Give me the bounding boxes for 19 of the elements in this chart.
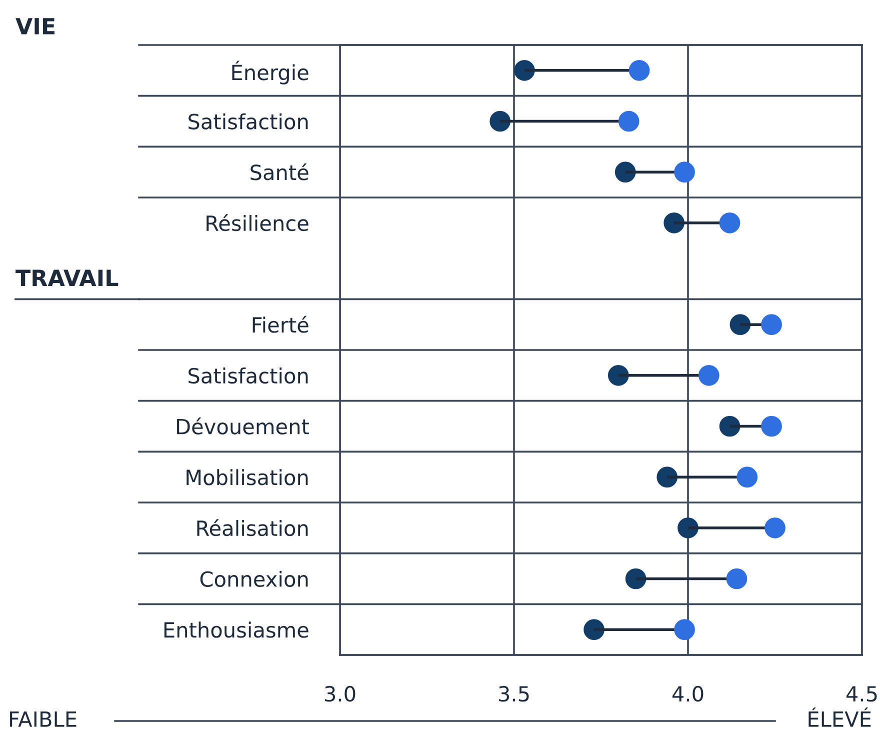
y-tick-label: Satisfaction: [188, 368, 308, 384]
x-tick-label: 3.5: [499, 686, 529, 702]
y-tick-label: Fierté: [252, 316, 308, 333]
y-tick-label: Dévouement: [177, 418, 309, 434]
y-tick-label: Résilience: [206, 214, 308, 232]
y-tick-label: Connexion: [200, 570, 308, 587]
y-tick-label: Enthousiasme: [164, 622, 308, 638]
text: TRAVAIL: [16, 270, 118, 286]
text: FAIBLE: [10, 712, 76, 727]
y-tick-label: Réalisation: [197, 519, 308, 536]
text: ÉLEVÉ: [808, 707, 871, 727]
y-tick-label: Mobilisation: [186, 469, 308, 486]
text: VIE: [16, 18, 54, 34]
x-tick-label: 4.0: [672, 686, 704, 702]
x-tick-label: 3.0: [325, 686, 356, 702]
y-tick-label: Santé: [250, 163, 308, 180]
y-tick-label: Énergie: [232, 60, 308, 84]
x-tick-label: 4.5: [846, 686, 877, 702]
y-tick-label: Satisfaction: [188, 113, 308, 130]
